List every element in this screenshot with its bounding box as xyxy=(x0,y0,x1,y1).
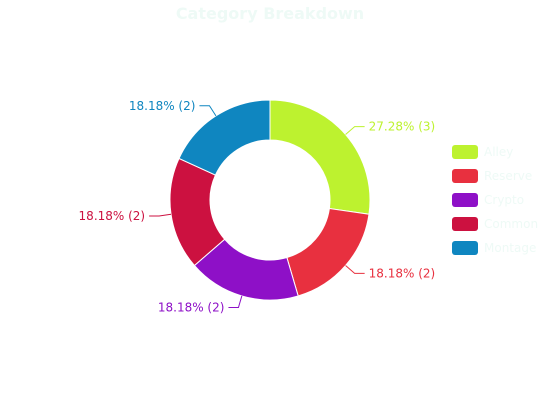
slice-label-reserve: 18.18% (2) xyxy=(369,266,436,280)
legend-swatch-crypto[interactable] xyxy=(452,193,478,207)
slice-label-montage: 18.18% (2) xyxy=(129,99,196,113)
leader-line-alley xyxy=(345,126,365,135)
leader-line-common xyxy=(149,213,172,217)
leader-line-montage xyxy=(199,105,217,117)
legend-label-alley[interactable]: Alley xyxy=(484,145,513,159)
legend-label-common[interactable]: Common xyxy=(484,217,538,231)
legend-label-reserve[interactable]: Reserve xyxy=(484,169,532,183)
leader-line-reserve xyxy=(345,265,365,274)
leader-line-crypto xyxy=(228,295,243,308)
chart-title: Category Breakdown xyxy=(176,4,364,23)
legend-swatch-alley[interactable] xyxy=(452,145,478,159)
slice-reserve[interactable] xyxy=(286,207,370,297)
legend-label-crypto[interactable]: Crypto xyxy=(484,193,524,207)
slice-montage[interactable] xyxy=(178,99,271,176)
legend-swatch-montage[interactable] xyxy=(452,241,478,255)
slice-label-crypto: 18.18% (2) xyxy=(158,300,225,314)
slice-alley[interactable] xyxy=(269,99,371,215)
legend-swatch-reserve[interactable] xyxy=(452,169,478,183)
legend-label-montage[interactable]: Montage xyxy=(484,241,536,255)
slice-label-common: 18.18% (2) xyxy=(79,209,146,223)
legend-swatch-common[interactable] xyxy=(452,217,478,231)
slice-label-alley: 27.28% (3) xyxy=(369,120,436,134)
